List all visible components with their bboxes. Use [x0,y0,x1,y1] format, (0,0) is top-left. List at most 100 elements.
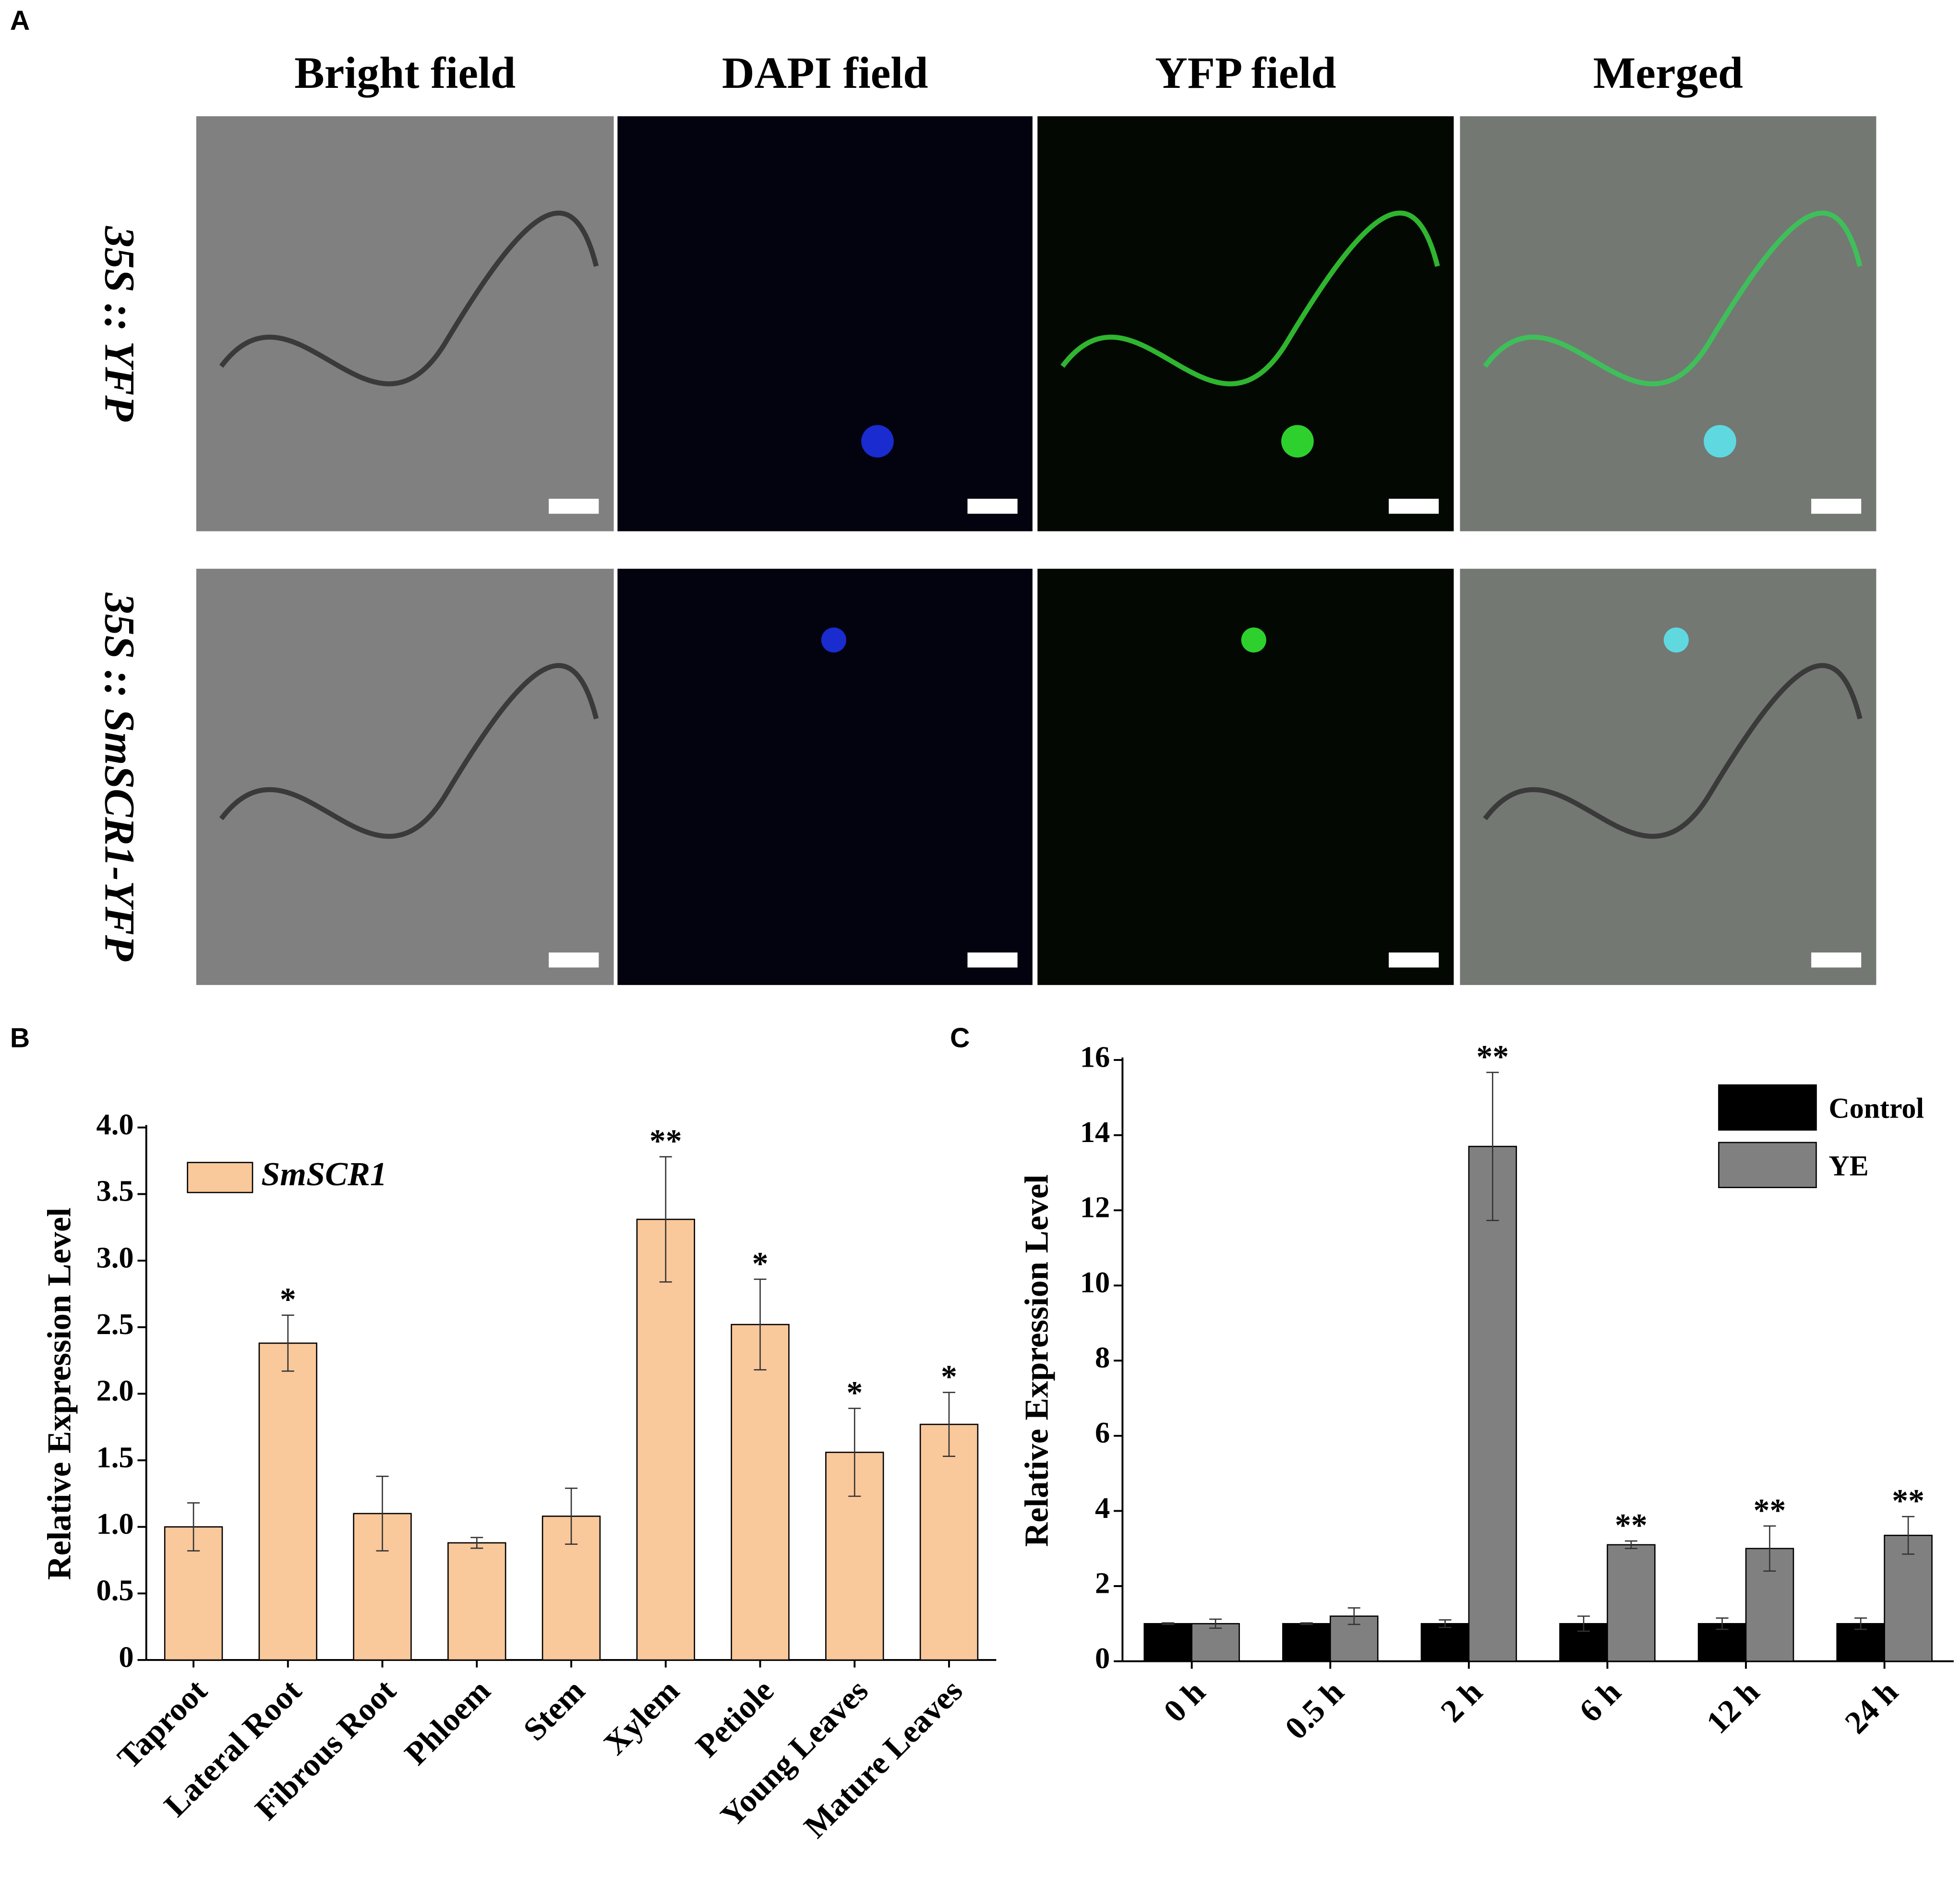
legend-label: YE [1829,1150,1869,1181]
y-tick-label: 16 [1080,1040,1110,1073]
column-title: Bright field [294,48,516,98]
bar [1607,1544,1656,1662]
y-tick-label: 10 [1080,1265,1110,1299]
error-bar [565,1487,578,1545]
x-tick-label: Petiole [689,1672,781,1764]
significance-label: ** [649,1123,682,1159]
legend-swatch [187,1162,253,1193]
significance-label: * [846,1374,863,1410]
nucleus [1663,627,1689,653]
nucleus [861,425,894,458]
micrograph [617,116,1033,531]
error-bar [1162,1622,1175,1625]
error-bar [1300,1622,1313,1625]
significance-label: * [280,1281,296,1317]
column-title: Merged [1593,48,1743,98]
error-bar [1854,1617,1867,1630]
y-tick-label: 2.5 [96,1307,134,1341]
column-title: YFP field [1155,48,1336,98]
micrograph [196,568,614,985]
panel-label: A [10,5,30,36]
error-bar [187,1502,200,1552]
x-tick-label: 6 h [1572,1673,1628,1729]
significance-label: ** [1754,1492,1786,1528]
y-tick-label: 0.5 [96,1574,134,1607]
significance-label: ** [1476,1038,1509,1074]
microscopy-grid: Bright field DAPI field YFP field Merged 35S… [96,48,1876,985]
y-tick-label: 12 [1080,1191,1110,1224]
error-bar [1486,1071,1499,1221]
x-tick-label: 2 h [1434,1673,1490,1729]
cell-wall [1060,210,1440,386]
y-tick-label: 1.0 [96,1507,134,1540]
bar [1143,1623,1192,1662]
legend-swatch [1718,1084,1817,1131]
bar [1282,1623,1331,1662]
error-bar [1763,1525,1776,1572]
bar [1420,1623,1470,1662]
error-bar [281,1314,294,1372]
y-tick-label: 2.0 [96,1374,134,1408]
scale-bar [967,498,1018,514]
y-tick-label: 1.5 [96,1440,134,1474]
x-tick-label: 24 h [1838,1673,1905,1740]
y-tick-label: 2 [1095,1566,1110,1600]
y-tick-label: 14 [1080,1115,1110,1149]
cell-wall [219,663,599,839]
scale-bar [1388,498,1439,514]
scale-bar [1388,952,1439,968]
bar [447,1542,506,1661]
y-tick-label: 3.0 [96,1240,134,1274]
bar [258,1342,318,1661]
significance-label: ** [1892,1483,1924,1519]
x-tick-label: Stem [517,1672,592,1748]
error-bar [1347,1607,1360,1625]
y-tick-label: 0 [119,1640,133,1673]
bar [1468,1145,1517,1662]
cell-wall [219,210,599,386]
scale-bar [549,952,599,968]
nucleus [1704,425,1736,458]
significance-label: * [941,1359,957,1395]
scale-bar [549,498,599,514]
cell-wall [1483,663,1863,839]
error-bar [1624,1540,1637,1550]
x-tick-label: Xylem [597,1672,686,1762]
x-tick-label: 0.5 h [1278,1673,1350,1746]
nucleus [1281,425,1314,458]
error-bar [659,1156,672,1283]
bar [1191,1623,1240,1662]
error-bar [1209,1618,1222,1629]
y-tick-label: 3.5 [96,1174,134,1208]
bar [1884,1535,1933,1662]
bar [636,1218,695,1661]
significance-label: * [752,1245,769,1281]
x-tick-label: 0 h [1157,1673,1213,1729]
y-tick-label: 6 [1095,1416,1110,1449]
y-axis-label: Relative Expression Level [1018,1174,1056,1547]
y-tick-label: 4.0 [96,1107,134,1141]
x-tick-label: 12 h [1699,1673,1766,1740]
micrograph [196,116,614,531]
micrograph [1037,116,1454,531]
legend-label: Control [1829,1093,1924,1124]
x-tick-label: Phloem [397,1672,497,1772]
error-bar [942,1392,956,1457]
row-label: 35S :: YFP [96,226,143,421]
y-tick-label: 4 [1095,1491,1110,1525]
bar [731,1324,790,1661]
column-title: DAPI field [722,48,928,98]
legend-swatch [1718,1142,1817,1188]
error-bar [376,1475,389,1552]
error-bar [848,1408,861,1497]
error-bar [1902,1516,1915,1555]
cell-wall [1483,210,1863,386]
y-tick-label: 0 [1095,1641,1110,1675]
scale-bar [967,952,1018,968]
panel-label: B [10,1023,30,1054]
legend-label: SmSCR1 [261,1155,387,1193]
error-bar [470,1537,483,1549]
error-bar [754,1278,767,1371]
